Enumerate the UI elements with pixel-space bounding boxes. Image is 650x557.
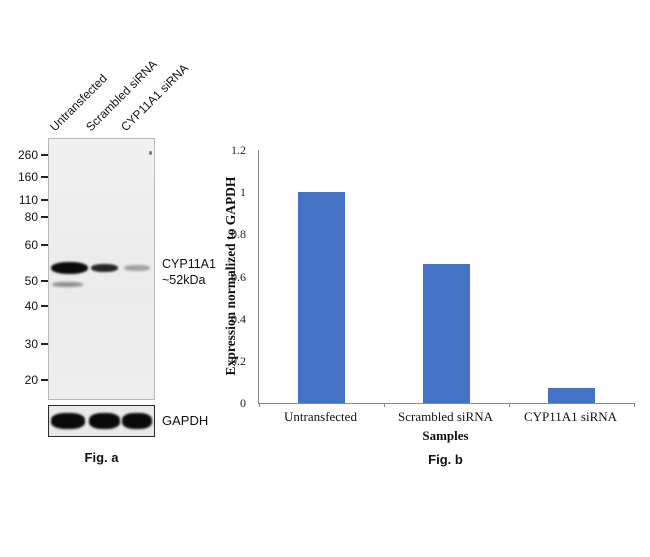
gapdh-band-cyp11a1-sirna <box>122 413 152 429</box>
y-axis-tick-label: 1 <box>240 185 246 200</box>
x-axis-tick <box>258 403 260 407</box>
mw-marker-label: 20 <box>24 373 38 387</box>
mw-marker-label: 40 <box>24 299 38 313</box>
x-axis-tick <box>508 403 510 407</box>
x-category-label: Scrambled siRNA <box>398 409 493 424</box>
mw-marker: 110 <box>4 192 48 208</box>
cyp11a1-band-cyp11a1-sirna <box>124 265 150 271</box>
mw-marker-label: 160 <box>17 170 38 184</box>
cyp11a1-band-scrambled-sirna <box>91 264 118 272</box>
western-blot-image <box>48 138 155 400</box>
mw-marker: 80 <box>4 209 48 225</box>
fig-b-caption: Fig. b <box>428 452 463 467</box>
gapdh-blot-image <box>48 405 155 437</box>
mw-marker-label: 80 <box>24 210 38 224</box>
bar-scrambled-sirna <box>423 263 470 403</box>
mw-marker: 30 <box>4 336 48 352</box>
x-category-labels: Untransfected Scrambled siRNA CYP11A1 siRN… <box>258 409 633 427</box>
mw-marker-label: 110 <box>18 193 38 207</box>
mw-marker: 160 <box>4 169 48 185</box>
x-axis-tick <box>383 403 385 407</box>
mw-marker: 50 <box>4 273 48 289</box>
mw-tick <box>41 216 48 218</box>
y-axis-tick-label: 0.2 <box>231 353 246 368</box>
y-axis-tick-label: 0 <box>240 396 246 410</box>
y-axis-tick-label: 0.6 <box>231 269 246 284</box>
mw-tick <box>41 199 48 201</box>
gapdh-band-scrambled-sirna <box>89 413 120 429</box>
mw-tick <box>41 379 48 381</box>
molecular-weight-ladder: 260 160 110 80 60 50 40 30 20 <box>4 0 48 400</box>
mw-marker: 40 <box>4 298 48 314</box>
mw-marker-label: 60 <box>24 238 38 252</box>
mw-tick <box>41 305 48 307</box>
x-category-label: CYP11A1 siRNA <box>523 409 618 424</box>
plot-area <box>258 150 635 407</box>
y-axis-tick-label: 1.2 <box>231 143 246 157</box>
gapdh-label: GAPDH <box>162 413 209 428</box>
bar-cyp11a1-sirna <box>548 388 595 403</box>
mw-marker-label: 30 <box>24 337 38 351</box>
mw-tick <box>41 154 48 156</box>
x-axis-tick <box>633 403 635 407</box>
bar-untransfected <box>298 192 345 403</box>
mw-marker: 20 <box>4 372 48 388</box>
target-protein-label: CYP11A1 <box>162 257 216 271</box>
mw-tick <box>41 176 48 178</box>
cyp11a1-band-untransfected <box>51 262 88 274</box>
x-axis-title: Samples <box>422 428 469 443</box>
mw-marker-label: 260 <box>17 148 38 162</box>
mw-tick <box>41 280 48 282</box>
target-mw-label: ~52kDa <box>162 273 206 287</box>
y-axis-tick-label: 0.4 <box>231 311 246 326</box>
mw-tick <box>41 343 48 345</box>
mw-marker: 260 <box>4 147 48 163</box>
target-band-annotation: CYP11A1 ~52kDa <box>162 256 216 288</box>
x-category-label: Untransfected <box>284 409 357 424</box>
blot-speck <box>149 151 152 155</box>
fig-a-caption: Fig. a <box>84 450 119 465</box>
gapdh-band-untransfected <box>51 413 85 429</box>
mw-marker-label: 50 <box>24 274 38 288</box>
mw-marker: 60 <box>4 237 48 253</box>
y-axis-tick-label: 0.8 <box>231 227 246 242</box>
mw-tick <box>41 244 48 246</box>
y-axis-tick-labels: 0 0.2 0.4 0.6 0.8 1 1.2 <box>196 143 250 410</box>
cyp11a1-secondary-band-untransfected <box>52 282 83 287</box>
